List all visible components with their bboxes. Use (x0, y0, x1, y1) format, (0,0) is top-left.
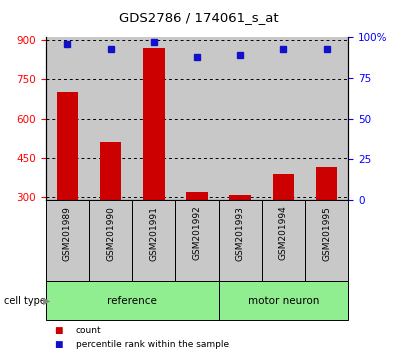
Bar (229, 195, 251, 200)
Text: percentile rank within the sample: percentile rank within the sample (76, 339, 229, 349)
Text: GSM201990: GSM201990 (106, 206, 115, 261)
Text: GSM201995: GSM201995 (322, 206, 331, 261)
Bar (100, 142, 121, 200)
Bar (273, 174, 294, 200)
Bar (143, 48, 165, 200)
Text: GSM201991: GSM201991 (149, 206, 158, 261)
Bar (262, 37, 305, 200)
Bar (46, 200, 89, 281)
Bar (132, 37, 176, 200)
Text: GDS2786 / 174061_s_at: GDS2786 / 174061_s_at (119, 11, 279, 24)
Bar (89, 200, 132, 281)
Text: GSM201994: GSM201994 (279, 206, 288, 261)
Bar (89, 37, 132, 200)
Text: GSM201992: GSM201992 (193, 206, 201, 261)
Bar (219, 37, 262, 200)
Bar (132, 200, 176, 281)
Bar (316, 167, 338, 200)
Bar (262, 200, 305, 281)
Text: ▶: ▶ (43, 296, 50, 306)
Bar (176, 200, 219, 281)
Bar (176, 37, 219, 200)
Bar (186, 192, 208, 200)
Bar (219, 200, 262, 281)
Text: reference: reference (107, 296, 157, 306)
Text: motor neuron: motor neuron (248, 296, 319, 306)
Text: count: count (76, 326, 101, 336)
Bar (46, 37, 89, 200)
Text: GSM201989: GSM201989 (63, 206, 72, 261)
Bar (46, 281, 219, 320)
Text: GSM201993: GSM201993 (236, 206, 245, 261)
Bar (305, 37, 348, 200)
Bar (219, 281, 348, 320)
Text: cell type: cell type (4, 296, 46, 306)
Bar (57, 92, 78, 200)
Text: ■: ■ (54, 339, 62, 349)
Text: ■: ■ (54, 326, 62, 336)
Bar (305, 200, 348, 281)
